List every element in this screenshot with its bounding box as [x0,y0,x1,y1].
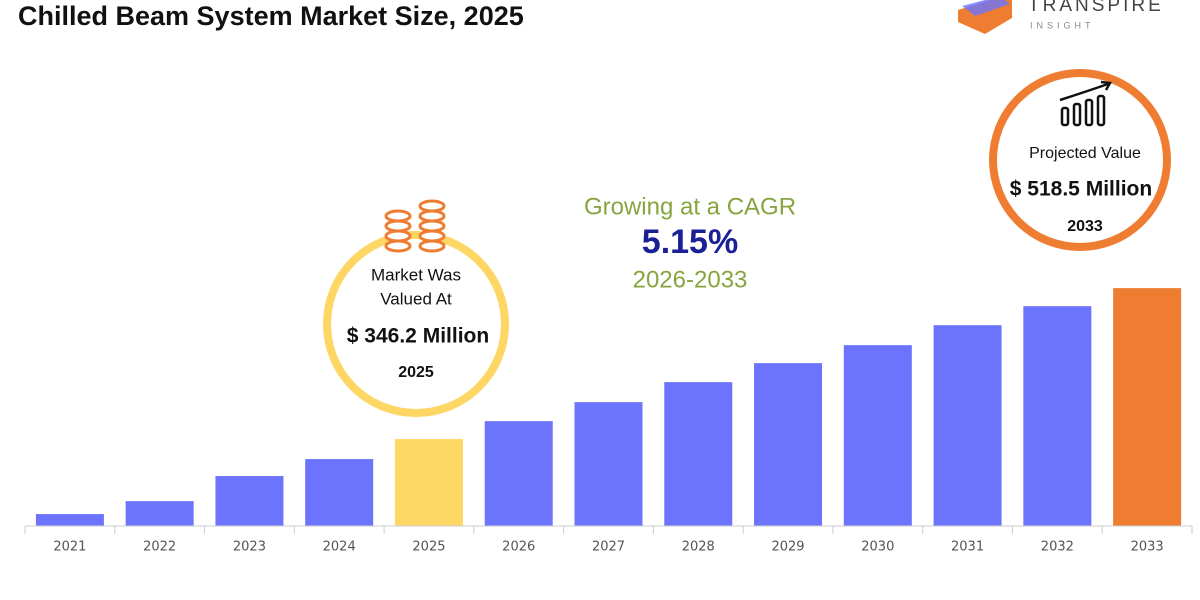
callout-value: $ 518.5 Million [1010,178,1152,201]
coins-icon [384,199,446,253]
callout-text: Market Was [371,265,461,284]
x-tick-label: 2033 [1131,540,1164,555]
x-tick-label: 2024 [323,540,356,555]
x-tick-label: 2026 [502,540,535,555]
logo-name: TRANSPIRE [1028,0,1164,16]
x-tick-label: 2023 [233,540,266,555]
x-tick-label: 2030 [861,540,894,555]
x-tick-label: 2025 [412,540,445,555]
bar [574,402,643,526]
bar [35,514,104,526]
logo-tagline: INSIGHT [1030,20,1095,30]
bar [933,325,1002,526]
bar [754,363,823,526]
logo-mark [958,0,1012,34]
cagr-lead: Growing at a CAGR [584,193,796,220]
x-tick-label: 2028 [682,540,715,555]
cagr-period: 2026-2033 [633,266,748,293]
callout-ring [989,69,1171,251]
bar [215,476,284,526]
callout-ring [323,231,509,417]
x-tick-label: 2032 [1041,540,1074,555]
bar [843,345,912,526]
x-tick-label: 2027 [592,540,625,555]
callout-value: $ 346.2 Million [347,325,489,348]
growth-icon [1059,80,1113,127]
bar [1113,288,1182,526]
bar [484,421,553,526]
x-tick-label: 2022 [143,540,176,555]
x-tick-label: 2029 [771,540,804,555]
bar [394,439,463,526]
bar [664,382,733,526]
x-tick-label: 2021 [53,540,86,555]
cagr-rate: 5.15% [642,223,738,261]
callout-year: 2025 [398,364,434,381]
callout-year: 2033 [1067,218,1103,235]
bar [125,501,194,526]
x-tick-label: 2031 [951,540,984,555]
bar [305,459,374,526]
callout-text: Valued At [380,289,452,308]
callout-text: Projected Value [1029,145,1141,162]
bar [1023,306,1092,526]
chart-title: Chilled Beam System Market Size, 2025 [18,1,524,31]
